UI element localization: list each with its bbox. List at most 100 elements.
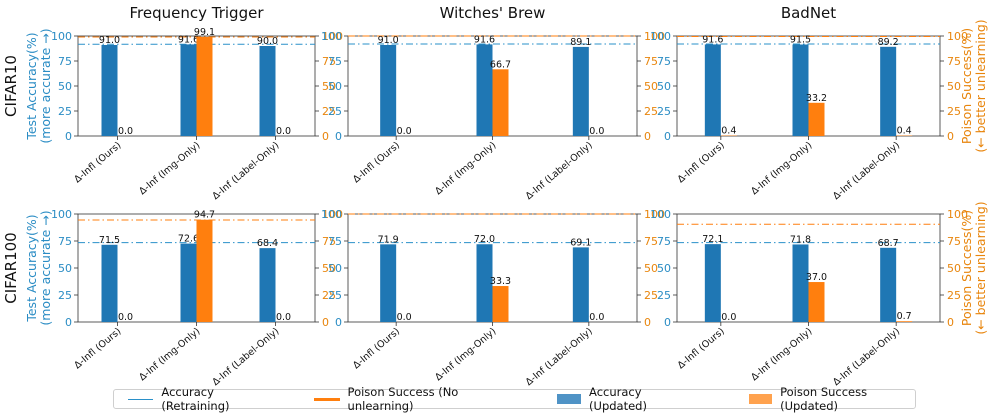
- p4-right-tick-label: 75: [322, 235, 336, 248]
- p1-x-tick-label: Δ-Inf (Img-Only): [137, 140, 202, 197]
- p6-right-tick-label: 0: [947, 316, 954, 329]
- p3-left-tick-label: 75: [657, 55, 671, 68]
- p3-right-tick-label: 100: [947, 30, 968, 43]
- p3-right-tick-label: 25: [947, 105, 961, 118]
- legend-swatch-poison-updated: [748, 394, 773, 404]
- p2-right-tick-label: 25: [644, 105, 658, 118]
- p2-bar-accuracy: [476, 44, 493, 136]
- p5-bar-poison-label: 0.0: [397, 312, 412, 323]
- legend-item-poison-updated: Poison Success (Updated): [748, 385, 916, 413]
- p4-right-tick-label: 100: [322, 208, 343, 221]
- p3-x-tick-label: Δ-Inf (Img-Only): [749, 140, 814, 197]
- legend-label-poison-updated: Poison Success (Updated): [780, 385, 868, 413]
- p5-right-tick-label: 0: [644, 316, 651, 329]
- p1-left-tick-label: 25: [58, 105, 72, 118]
- p3-bar-accuracy: [704, 44, 721, 136]
- p4-left-tick-label: 0: [65, 316, 72, 329]
- left-axis-label-line2: (more accurate →): [38, 28, 53, 143]
- p3-bar-poison-label: 0.4: [897, 126, 912, 137]
- p3-bar-poison-label: 33.2: [806, 93, 827, 104]
- column-title-2: Witches' Brew: [440, 4, 546, 22]
- legend-swatch-no-unlearning: [314, 397, 340, 401]
- p6-left-tick-label: 0: [664, 316, 671, 329]
- p5-x-tick-label: Δ-Infl (Ours): [351, 326, 402, 371]
- p1-bar-accuracy-label: 91.6: [178, 34, 199, 45]
- p2-right-tick-label: 50: [644, 80, 658, 93]
- p2-left-tick-label: 50: [328, 80, 342, 93]
- p2-left-tick-label: 0: [335, 130, 342, 143]
- p1-x-tick-label: Δ-Infl (Ours): [72, 140, 123, 185]
- right-axis-label-line1: Poison Success(%): [959, 210, 974, 326]
- p6-bar-poison-label: 37.0: [806, 272, 827, 283]
- p6-bar-poison: [808, 282, 825, 322]
- p6-bar-accuracy-label: 71.8: [790, 234, 811, 245]
- p2-bar-accuracy-label: 91.0: [378, 35, 399, 46]
- p3-bar-accuracy: [792, 44, 809, 136]
- left-axis-label-line1: Test Accuracy(%): [24, 214, 39, 322]
- p6-bar-poison-label: 0.0: [721, 312, 736, 323]
- p4-x-tick-label: Δ-Inf (Label-Only): [210, 326, 281, 388]
- p2-right-tick-label: 0: [644, 130, 651, 143]
- p3-right-tick-label: 0: [947, 130, 954, 143]
- p1-right-tick-label: 100: [322, 30, 343, 43]
- p3-left-tick-label: 50: [657, 80, 671, 93]
- p1-bar-accuracy: [180, 44, 197, 136]
- p4-x-tick-label: Δ-Infl (Ours): [72, 326, 123, 371]
- left-axis-label-line1: Test Accuracy(%): [24, 32, 39, 140]
- p1-left-tick-label: 100: [51, 30, 72, 43]
- p4-x-tick-label: Δ-Inf (Img-Only): [137, 326, 202, 383]
- p1-bar-poison-label: 0.0: [276, 126, 291, 137]
- p5-x-tick-label: Δ-Inf (Label-Only): [524, 326, 595, 388]
- p4-bar-accuracy-label: 68.4: [257, 238, 278, 249]
- legend-label-retraining: Accuracy (Retraining): [161, 385, 230, 413]
- p5-left-tick-label: 100: [321, 208, 342, 221]
- p1-bar-accuracy: [259, 46, 276, 136]
- p2-bar-accuracy: [380, 45, 397, 136]
- p2-x-tick-label: Δ-Inf (Img-Only): [433, 140, 498, 197]
- p5-left-tick-label: 75: [328, 235, 342, 248]
- p5-x-tick-label: Δ-Inf (Img-Only): [433, 326, 498, 383]
- p4-bar-accuracy: [101, 244, 118, 322]
- left-axis-label-line2: (more accurate →): [38, 210, 53, 325]
- p6-bar-accuracy: [792, 244, 809, 322]
- right-axis-label-line1: Poison Success(%): [959, 28, 974, 144]
- p4-right-tick-label: 50: [322, 262, 336, 275]
- p1-bar-poison-label: 99.1: [194, 27, 215, 38]
- p5-right-tick-label: 25: [644, 289, 658, 302]
- p4-bar-accuracy-label: 71.5: [99, 235, 120, 246]
- p6-right-tick-label: 50: [947, 262, 961, 275]
- p6-left-tick-label: 75: [657, 235, 671, 248]
- p6-bar-accuracy: [704, 244, 721, 322]
- p6-bar-accuracy-label: 68.7: [878, 238, 899, 249]
- p3-left-tick-label: 0: [664, 130, 671, 143]
- p5-right-tick-label: 50: [644, 262, 658, 275]
- legend-item-acc-updated: Accuracy (Updated): [557, 385, 692, 413]
- p1-right-tick-label: 0: [322, 130, 329, 143]
- p2-bar-poison: [492, 69, 509, 136]
- p6-right-tick-label: 75: [947, 235, 961, 248]
- p6-bar-accuracy: [880, 247, 897, 322]
- p4-left-tick-label: 50: [58, 262, 72, 275]
- p2-x-tick-label: Δ-Inf (Label-Only): [524, 140, 595, 202]
- p4-left-tick-label: 25: [58, 289, 72, 302]
- p6-x-tick-label: Δ-Infl (Ours): [676, 326, 727, 371]
- p2-bar-poison-label: 0.0: [589, 126, 604, 137]
- p5-right-tick-label: 75: [644, 235, 658, 248]
- row-label-2: CIFAR100: [2, 232, 20, 303]
- p6-bar-accuracy-label: 72.1: [702, 234, 723, 245]
- p3-bar-accuracy-label: 89.2: [878, 37, 899, 48]
- p1-right-tick-label: 25: [322, 105, 336, 118]
- p1-bar-poison: [196, 36, 213, 136]
- p6-x-tick-label: Δ-Inf (Img-Only): [749, 326, 814, 383]
- p4-bar-poison-label: 0.0: [118, 312, 133, 323]
- p6-left-tick-label: 50: [657, 262, 671, 275]
- p4-bar-accuracy-label: 72.6: [178, 234, 199, 245]
- legend: Accuracy (Retraining) Poison Success (No…: [113, 385, 916, 413]
- row-label-1: CIFAR10: [2, 55, 20, 117]
- p4-left-tick-label: 75: [58, 235, 72, 248]
- p2-left-tick-label: 75: [328, 55, 342, 68]
- p1-x-tick-label: Δ-Inf (Label-Only): [210, 140, 281, 202]
- p2-x-tick-label: Δ-Infl (Ours): [351, 140, 402, 185]
- p3-right-tick-label: 50: [947, 80, 961, 93]
